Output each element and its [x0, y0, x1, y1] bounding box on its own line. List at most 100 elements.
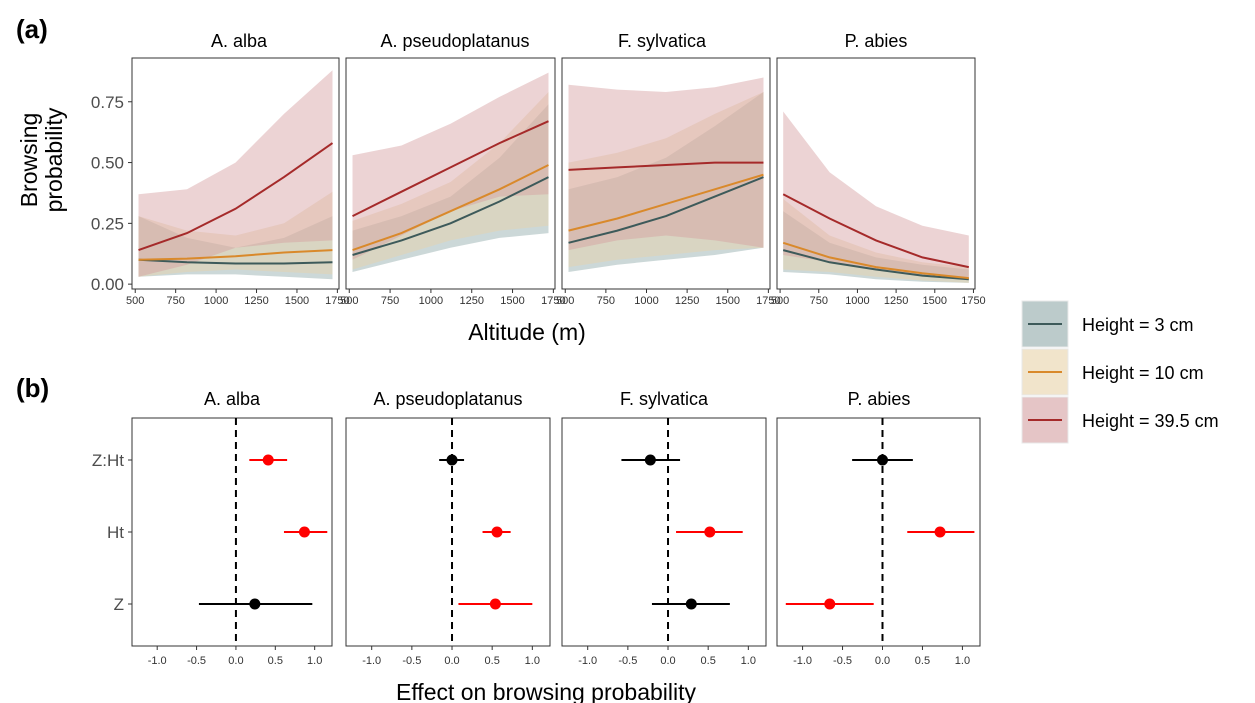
- xtick-label-b-f-sylvatica-3: 0.5: [701, 655, 716, 667]
- xtick-label-a-f-sylvatica-0: 500: [556, 295, 574, 307]
- strip-a-sylvatica: F. sylvatica: [618, 31, 707, 51]
- ytick-label-a-1: 0.25: [91, 214, 124, 233]
- xtick-label-a-a-alba-0: 500: [126, 295, 144, 307]
- line-a-pseudoplatanus-h3: [352, 176, 549, 256]
- xtick-label-a-p-abies-5: 1750: [961, 295, 985, 307]
- xtick-label-b-p-abies-0: -1.0: [793, 655, 812, 667]
- xtick-label-a-a-pseudoplatanus-1: 750: [381, 295, 399, 307]
- estimate-f-sylvatica-z-ht: [644, 454, 656, 466]
- xtick-label-a-p-abies-0: 500: [771, 295, 789, 307]
- ytick-label-b-2: Z: [114, 595, 124, 614]
- xtick-label-a-a-pseudoplatanus-0: 500: [340, 295, 358, 307]
- xtick-label-b-f-sylvatica-4: 1.0: [741, 655, 756, 667]
- xtick-label-b-a-alba-3: 0.5: [268, 655, 283, 667]
- panel-a-frame-p-abies: [776, 57, 976, 290]
- strip-b-alba: A. alba: [204, 389, 261, 409]
- line-a-pseudoplatanus-h39: [352, 120, 549, 217]
- xtick-label-a-a-alba-2: 1000: [204, 295, 228, 307]
- xlabel-a: Altitude (m): [468, 319, 586, 345]
- panel-label-a: (a): [16, 14, 48, 44]
- xtick-label-b-a-alba-0: -1.0: [148, 655, 167, 667]
- xtick-label-a-a-alba-3: 1250: [244, 295, 268, 307]
- legend: Height = 3 cm Height = 10 cm Height = 39…: [1021, 300, 1219, 444]
- estimate-p-abies-z: [824, 598, 836, 610]
- ribbon-f-sylvatica-h39: [568, 77, 764, 251]
- ribbon-p-abies-h39: [783, 111, 969, 280]
- panel-a-frame-a-pseudoplatanus: [345, 57, 556, 290]
- panel-a-frame-a-alba: [131, 57, 340, 290]
- line-p-abies-h3: [782, 249, 969, 281]
- xtick-label-b-p-abies-1: -0.5: [833, 655, 852, 667]
- estimate-a-pseudoplatanus-ht: [491, 526, 503, 538]
- xtick-label-b-a-pseudoplatanus-0: -1.0: [362, 655, 381, 667]
- line-f-sylvatica-h3: [568, 176, 764, 244]
- strip-b-pseudoplatanus: A. pseudoplatanus: [373, 389, 522, 409]
- line-f-sylvatica-h10: [568, 173, 764, 232]
- panel-b-frame-a-pseudoplatanus: [345, 417, 551, 647]
- line-a-alba-h10: [138, 249, 333, 261]
- xtick-label-b-p-abies-4: 1.0: [955, 655, 970, 667]
- xtick-label-a-a-pseudoplatanus-3: 1250: [459, 295, 483, 307]
- strip-a-abies: P. abies: [845, 31, 908, 51]
- legend-label-h10: Height = 10 cm: [1082, 363, 1204, 383]
- xtick-label-a-f-sylvatica-4: 1500: [716, 295, 740, 307]
- xtick-label-a-p-abies-1: 750: [810, 295, 828, 307]
- xtick-label-a-f-sylvatica-3: 1250: [675, 295, 699, 307]
- ribbon-a-alba-h39: [138, 70, 333, 277]
- xtick-label-a-p-abies-3: 1250: [884, 295, 908, 307]
- xtick-label-a-f-sylvatica-1: 750: [597, 295, 615, 307]
- estimate-a-pseudoplatanus-z: [489, 598, 501, 610]
- ytick-label-b-1: Ht: [107, 523, 124, 542]
- strip-a-alba: A. alba: [211, 31, 268, 51]
- line-p-abies-h10: [782, 241, 969, 280]
- xtick-label-b-p-abies-2: 0.0: [875, 655, 890, 667]
- xtick-label-a-a-alba-5: 1750: [325, 295, 349, 307]
- xtick-label-a-a-alba-1: 750: [166, 295, 184, 307]
- ytick-label-a-3: 0.75: [91, 93, 124, 112]
- xtick-label-b-a-alba-2: 0.0: [228, 655, 243, 667]
- strip-a-pseudoplatanus: A. pseudoplatanus: [380, 31, 529, 51]
- panel-b-plots: Z:Ht Ht Z -1.0 -0.5 0.0 0.5 1.0 -1.0 -0.5 0.0 0.5 1.…: [92, 417, 981, 667]
- ribbon-f-sylvatica-h3: [568, 92, 764, 272]
- line-p-abies-h39: [782, 193, 970, 269]
- estimate-a-alba-z: [249, 598, 261, 610]
- xtick-label-a-p-abies-4: 1500: [923, 295, 947, 307]
- ytick-label-a-0: 0.00: [91, 275, 124, 294]
- ribbon-a-alba-h10: [138, 191, 333, 277]
- estimate-p-abies-ht: [934, 526, 946, 538]
- legend-label-h39: Height = 39.5 cm: [1082, 411, 1219, 431]
- xtick-label-a-a-pseudoplatanus-5: 1750: [541, 295, 565, 307]
- xtick-label-a-a-pseudoplatanus-4: 1500: [500, 295, 524, 307]
- estimate-p-abies-z-ht: [876, 454, 888, 466]
- xtick-label-a-f-sylvatica-5: 1750: [756, 295, 780, 307]
- legend-label-h3: Height = 3 cm: [1082, 315, 1194, 335]
- line-f-sylvatica-h39: [568, 161, 764, 171]
- line-a-alba-h39: [138, 142, 334, 252]
- estimate-a-alba-z-ht: [262, 454, 274, 466]
- xtick-label-b-p-abies-3: 0.5: [915, 655, 930, 667]
- xtick-label-b-a-pseudoplatanus-4: 1.0: [525, 655, 540, 667]
- xtick-label-a-p-abies-2: 1000: [845, 295, 869, 307]
- ytick-label-a-2: 0.50: [91, 154, 124, 173]
- ytick-label-b-0: Z:Ht: [92, 451, 124, 470]
- xlabel-b: Effect on browsing probability: [396, 679, 697, 703]
- xtick-label-b-f-sylvatica-0: -1.0: [578, 655, 597, 667]
- strip-b-abies: P. abies: [848, 389, 911, 409]
- estimate-a-pseudoplatanus-z-ht: [446, 454, 458, 466]
- estimate-f-sylvatica-z: [685, 598, 697, 610]
- line-a-alba-h3: [138, 258, 333, 265]
- ylabel-a-line2: probability: [41, 107, 67, 212]
- panel-label-b: (b): [16, 373, 49, 403]
- xtick-label-a-a-pseudoplatanus-2: 1000: [419, 295, 443, 307]
- xtick-label-b-a-pseudoplatanus-3: 0.5: [485, 655, 500, 667]
- xtick-label-b-f-sylvatica-2: 0.0: [660, 655, 675, 667]
- ribbon-f-sylvatica-h10: [568, 92, 764, 268]
- xtick-label-a-f-sylvatica-2: 1000: [634, 295, 658, 307]
- line-a-pseudoplatanus-h10: [352, 164, 549, 252]
- panel-a-bg-a-pseudoplatanus: [346, 58, 555, 289]
- xtick-label-b-f-sylvatica-1: -0.5: [618, 655, 637, 667]
- xtick-label-a-a-alba-4: 1500: [285, 295, 309, 307]
- xtick-label-b-a-alba-1: -0.5: [187, 655, 206, 667]
